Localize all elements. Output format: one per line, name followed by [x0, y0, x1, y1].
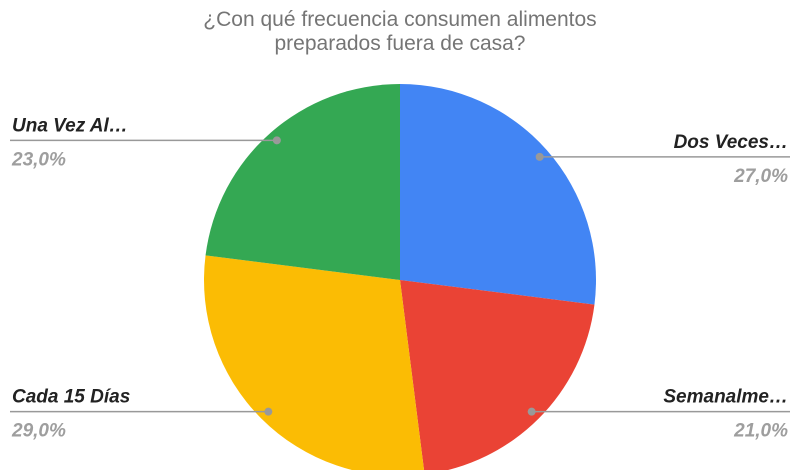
leader-dot	[264, 407, 273, 416]
slice-value-label: 27,0%	[733, 166, 788, 187]
pie-slice	[205, 84, 400, 280]
pie-slice	[400, 84, 597, 305]
pie-slice	[204, 255, 425, 470]
slice-value-label: 23,0%	[11, 149, 66, 170]
slice-label: Una Vez Al…	[12, 115, 128, 136]
slice-value-label: 29,0%	[11, 421, 66, 442]
slice-label: Cada 15 Días	[12, 387, 130, 408]
leader-dot	[272, 136, 281, 145]
slice-value-label: 21,0%	[733, 421, 788, 442]
leader-dot	[527, 407, 536, 416]
slice-label: Dos Veces…	[674, 132, 788, 153]
chart-title: ¿Con qué frecuencia consumen alimentos p…	[203, 8, 597, 55]
pie-slice	[400, 280, 595, 470]
leader-dot	[535, 152, 544, 161]
slice-label: Semanalme…	[663, 387, 788, 408]
